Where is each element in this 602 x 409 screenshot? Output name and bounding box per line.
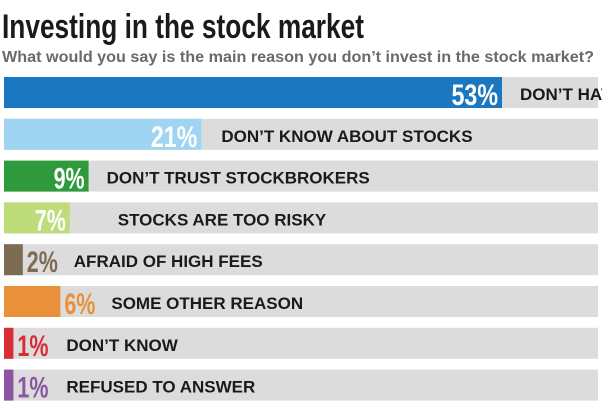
value-label: 1% <box>17 330 48 363</box>
bar-track <box>4 244 598 276</box>
category-label: DON’T HAVE THE MONEY <box>520 85 602 104</box>
value-label: 21% <box>151 121 198 154</box>
bar <box>4 327 14 359</box>
value-label: 9% <box>54 163 85 196</box>
bar <box>4 369 14 401</box>
bar <box>4 286 61 317</box>
value-label: 6% <box>64 288 95 321</box>
chart-subtitle: What would you say is the main reason yo… <box>2 49 594 66</box>
value-label: 1% <box>17 372 48 405</box>
bar <box>4 202 70 234</box>
value-label: 7% <box>35 204 66 237</box>
bar-track <box>4 369 598 401</box>
bar-track <box>4 202 598 234</box>
category-label: DON’T KNOW <box>66 336 178 355</box>
bar-track <box>4 327 598 359</box>
bars-group: 53% DON’T HAVE THE MONEY 21% DON’T KNOW ABO… <box>4 77 602 405</box>
value-label: 53% <box>452 79 499 112</box>
category-label: REFUSED TO ANSWER <box>66 378 255 397</box>
bar <box>4 77 502 108</box>
value-label: 2% <box>27 246 58 279</box>
category-label: SOME OTHER REASON <box>111 294 303 313</box>
chart-title: Investing in the stock market <box>2 8 364 46</box>
category-label: DON’T KNOW ABOUT STOCKS <box>221 127 472 146</box>
bar-track <box>4 160 598 192</box>
category-label: STOCKS ARE TOO RISKY <box>118 210 327 229</box>
bar-track <box>4 286 598 317</box>
category-label: AFRAID OF HIGH FEES <box>74 252 263 271</box>
bar <box>4 244 23 276</box>
bar <box>4 160 89 192</box>
category-label: DON’T TRUST STOCKBROKERS <box>107 169 370 188</box>
bar <box>4 118 202 150</box>
